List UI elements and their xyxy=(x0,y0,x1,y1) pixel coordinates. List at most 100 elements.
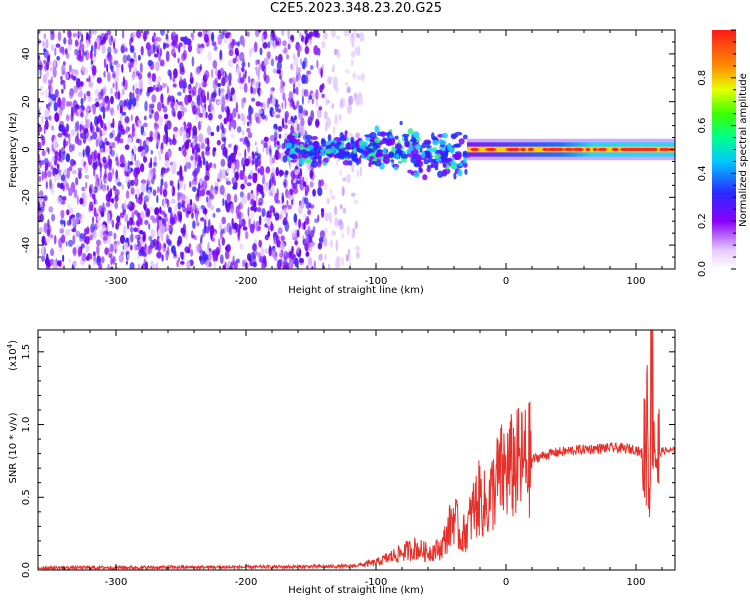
heatmap-cell xyxy=(159,154,161,161)
heatmap-cell xyxy=(94,41,98,50)
heatmap-cell xyxy=(129,262,135,269)
heatmap-cell xyxy=(281,102,284,110)
heatmap-cell xyxy=(338,137,347,142)
x-tick-label: -300 xyxy=(105,577,128,588)
heatmap-cell xyxy=(157,44,161,51)
heatmap-cell xyxy=(150,229,156,238)
heatmap-cell xyxy=(304,191,308,197)
heatmap-cell xyxy=(374,160,382,167)
heatmap-cell xyxy=(282,92,286,101)
heatmap-cell xyxy=(225,152,228,159)
heatmap-cell xyxy=(172,83,177,88)
heatmap-cell xyxy=(110,219,113,225)
heatmap-cell xyxy=(249,114,252,125)
x-tick-label: 0 xyxy=(503,276,509,287)
heatmap-cell xyxy=(330,146,336,153)
heatmap-cell xyxy=(137,119,142,125)
heatmap-cell xyxy=(311,160,319,168)
heatmap-cell xyxy=(159,59,165,67)
spectrogram-y-ticks: -40 -20 0 20 40 xyxy=(21,29,675,270)
heatmap-cell xyxy=(259,184,264,195)
heatmap-cell xyxy=(270,223,274,231)
heatmap-cell xyxy=(170,163,177,175)
heatmap-cell xyxy=(173,68,178,79)
heatmap-cell xyxy=(221,124,225,134)
heatmap-cell xyxy=(96,221,101,229)
heatmap-cell xyxy=(458,162,464,167)
heatmap-cell xyxy=(189,198,193,206)
heatmap-cell xyxy=(162,82,166,89)
heatmap-cell xyxy=(231,152,236,162)
heatmap-cell xyxy=(269,205,275,213)
heatmap-cell xyxy=(90,59,94,66)
heatmap-cell xyxy=(182,148,187,157)
heatmap-cell xyxy=(333,154,337,159)
heatmap-cell xyxy=(240,170,246,180)
heatmap-cell xyxy=(410,156,415,164)
heatmap-cell xyxy=(356,251,360,259)
heatmap-cell xyxy=(325,123,328,133)
heatmap-cell xyxy=(60,234,66,244)
heatmap-cell xyxy=(284,110,289,119)
heatmap-cell xyxy=(308,75,311,82)
heatmap-cell xyxy=(295,64,299,71)
heatmap-cell xyxy=(247,131,253,139)
heatmap-cell xyxy=(153,32,156,38)
heatmap-cell xyxy=(124,242,129,253)
heatmap-cell xyxy=(116,215,121,223)
heatmap-cell xyxy=(78,31,82,37)
heatmap-cell xyxy=(308,120,311,126)
heatmap-cell xyxy=(60,209,65,219)
heatmap-cell xyxy=(89,49,93,60)
heatmap-cell xyxy=(147,245,153,255)
heatmap-cell xyxy=(65,101,70,107)
heatmap-cell xyxy=(166,224,172,232)
heatmap-cell xyxy=(163,213,168,218)
heatmap-cell xyxy=(38,55,41,61)
heatmap-cell xyxy=(88,201,94,212)
heatmap-cell xyxy=(106,53,112,62)
heatmap-cell xyxy=(231,228,236,234)
heatmap-cell xyxy=(103,71,106,78)
heatmap-cell xyxy=(282,261,288,266)
heatmap-cell xyxy=(181,229,186,237)
heatmap-cell xyxy=(97,135,103,147)
heatmap-cell xyxy=(335,35,341,40)
heatmap-cell xyxy=(67,30,72,39)
heatmap-cell xyxy=(72,107,78,115)
heatmap-cell xyxy=(414,144,422,150)
heatmap-cell xyxy=(78,246,82,257)
heatmap-cell xyxy=(137,263,141,269)
heatmap-cell xyxy=(246,139,250,145)
heatmap-cell xyxy=(126,221,130,230)
heatmap-cell xyxy=(125,126,128,134)
band-peak xyxy=(527,147,534,152)
heatmap-cell xyxy=(126,98,129,108)
heatmap-cell xyxy=(226,106,230,117)
heatmap-cell xyxy=(274,212,280,221)
heatmap-cell xyxy=(187,44,193,53)
heatmap-cell xyxy=(192,220,196,230)
heatmap-cell xyxy=(300,200,305,209)
heatmap-cell xyxy=(75,177,79,186)
heatmap-cell xyxy=(67,204,71,209)
heatmap-cell xyxy=(235,41,240,46)
heatmap-cell xyxy=(68,239,73,247)
heatmap-cell xyxy=(53,59,56,68)
heatmap-cell xyxy=(152,189,157,196)
heatmap-cell xyxy=(161,103,165,109)
heatmap-cell xyxy=(153,43,156,54)
heatmap-cell xyxy=(275,166,280,177)
heatmap-cell xyxy=(348,95,353,106)
heatmap-cell xyxy=(113,243,118,250)
heatmap-cell xyxy=(394,135,399,140)
band-peak xyxy=(648,147,657,152)
heatmap-cell xyxy=(247,121,250,127)
heatmap-cell xyxy=(72,260,77,267)
heatmap-cell xyxy=(266,145,269,156)
heatmap-cell xyxy=(331,230,336,236)
heatmap-cell xyxy=(347,141,351,149)
heatmap-cell xyxy=(218,87,221,97)
heatmap-cell xyxy=(44,119,49,130)
heatmap-cell xyxy=(92,216,95,225)
